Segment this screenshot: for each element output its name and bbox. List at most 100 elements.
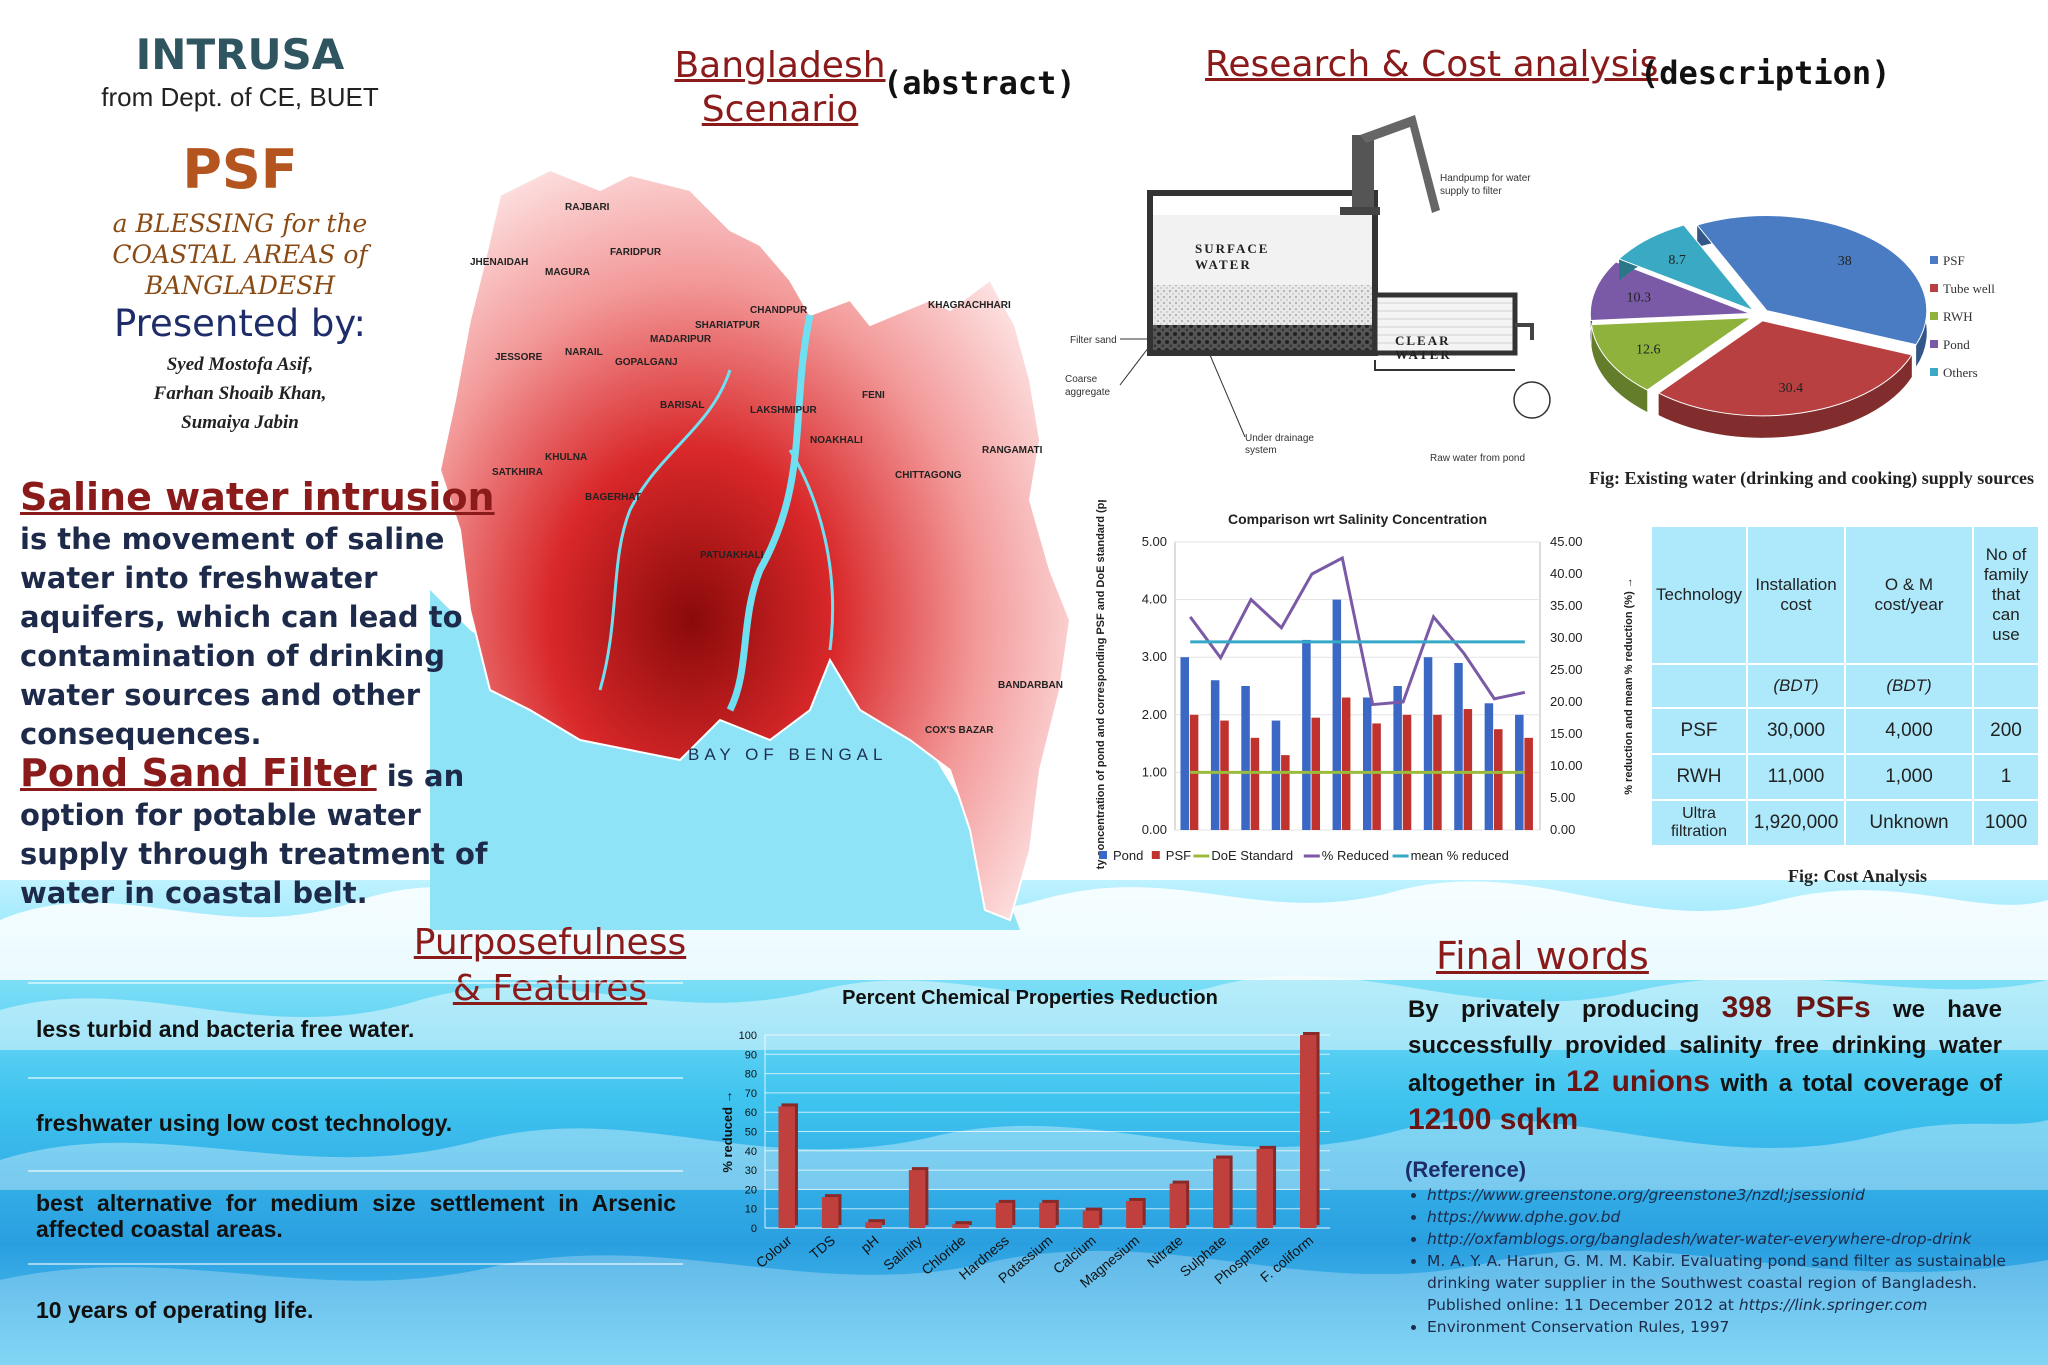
unit-cell: (BDT) <box>1844 663 1975 709</box>
presenter-list: Syed Mostofa Asif, Farhan Shoaib Khan, S… <box>0 350 480 437</box>
bar-psf <box>1341 697 1351 830</box>
district-label: CHANDPUR <box>750 305 808 316</box>
feature-item: freshwater using low cost technology. <box>36 1110 453 1136</box>
reference-link[interactable]: https://www.dphe.gov.bd <box>1427 1208 1621 1226</box>
clear-water-label-2: WATER <box>1395 347 1452 362</box>
legend-label: PSF <box>1166 848 1191 863</box>
org-name: INTRUSA <box>135 30 345 79</box>
legend-swatch <box>1930 256 1938 264</box>
bay-of-bengal-area <box>430 590 1020 930</box>
y2-tick-label: 35.00 <box>1550 598 1583 613</box>
underdrain-label-1: Under drainage <box>1245 433 1314 444</box>
district-label: FARIDPUR <box>610 247 662 258</box>
table-cell: 1,920,000 <box>1746 799 1847 847</box>
divider <box>28 1170 683 1172</box>
table-header-row: Technology Installation cost O & M cost/… <box>1649 525 2041 665</box>
cost-analysis-table: Technology Installation cost O & M cost/… <box>1649 525 2041 847</box>
salinity-comparison-chart: Comparison wrt Salinity Concentration 0.0… <box>1095 500 1635 870</box>
y-tick-label: 0.00 <box>1142 822 1167 837</box>
table-row: PSF 30,000 4,000 200 <box>1649 707 2041 755</box>
term-saline-intrusion: Saline water intrusion <box>20 475 495 519</box>
bar-pond <box>1332 599 1342 830</box>
bar-psf <box>1524 737 1533 830</box>
table-cell: 4,000 <box>1844 707 1975 755</box>
tagline-line-2: COASTAL AREAS of <box>112 240 368 269</box>
reference-text: M. A. Y. A. Harun, G. M. M. Kabir. Evalu… <box>1427 1252 2006 1314</box>
reference-item[interactable]: http://oxfamblogs.org/bangladesh/water-w… <box>1427 1228 2037 1250</box>
bangladesh-land <box>438 168 1072 922</box>
district-label: PATUAKHALI <box>700 550 764 561</box>
presenter-2: Farhan Shoaib Khan, <box>153 383 327 404</box>
bar-nitrate <box>1169 1183 1187 1228</box>
presented-by: Presented by: <box>114 302 366 345</box>
table-cell: RWH <box>1649 753 1749 801</box>
surface-water-label-1: SURFACE <box>1195 241 1269 256</box>
bar-psf <box>1463 709 1473 830</box>
y-tick-label: 5.00 <box>1142 534 1167 549</box>
research-heading: Research & Cost analysis <box>1205 44 1659 85</box>
y2-tick-label: 40.00 <box>1550 566 1583 581</box>
col-header: Installation cost <box>1746 525 1847 665</box>
bar-psf <box>1494 729 1503 830</box>
y-tick-label: 1.00 <box>1142 764 1167 779</box>
district-label: NOAKHALI <box>810 435 863 446</box>
reference-item[interactable]: https://www.dphe.gov.bd <box>1427 1206 2037 1228</box>
y-tick-label: 100 <box>739 1030 757 1042</box>
reference-item: M. A. Y. A. Harun, G. M. M. Kabir. Evalu… <box>1427 1250 2037 1316</box>
reference-link[interactable]: https://www.greenstone.org/greenstone3/n… <box>1427 1186 1865 1204</box>
y2-tick-label: 15.00 <box>1550 726 1583 741</box>
district-label: NARAIL <box>565 347 603 358</box>
handpump-label-2: supply to filter <box>1440 186 1502 197</box>
reference-link[interactable]: https://link.springer.com <box>1738 1296 1928 1314</box>
feature-item: 10 years of operating life. <box>36 1297 314 1323</box>
district-label: JESSORE <box>495 352 543 363</box>
legend-label: % Reduced <box>1322 848 1389 863</box>
final-text-part: with a total coverage of <box>1709 1070 2002 1097</box>
district-label: KHULNA <box>545 452 587 463</box>
pie-slice-others <box>1618 224 1755 312</box>
legend-label: Pond <box>1113 848 1143 863</box>
legend-label: RWH <box>1943 309 1973 324</box>
bar-pond <box>1241 686 1250 830</box>
river-padma <box>726 314 814 712</box>
bar-colour <box>778 1106 795 1228</box>
final-words-heading: Final words <box>1436 934 1649 978</box>
divider <box>28 982 683 984</box>
y-tick-label: 40 <box>745 1146 757 1158</box>
district-label: SHARIATPUR <box>695 320 761 331</box>
y-tick-label: 90 <box>745 1049 757 1061</box>
y-tick-label: 3.00 <box>1142 649 1167 664</box>
bar-salinity <box>908 1170 926 1228</box>
bar-f-coliform <box>1300 1035 1317 1228</box>
bar-phosphate <box>1256 1148 1274 1228</box>
district-label: CHITTAGONG <box>895 470 962 481</box>
chart-title: Percent Chemical Properties Reduction <box>842 987 1218 1009</box>
x-tick-label: Colour <box>753 1232 795 1271</box>
reference-link[interactable]: http://oxfamblogs.org/bangladesh/water-w… <box>1427 1230 1972 1248</box>
unit-cell: (BDT) <box>1746 663 1847 709</box>
tagline: a BLESSING for the COASTAL AREAS of BANG… <box>70 208 410 301</box>
reference-item[interactable]: https://www.greenstone.org/greenstone3/n… <box>1427 1184 2037 1206</box>
bar-psf <box>1372 723 1381 830</box>
pie-data-label: 38 <box>1838 254 1852 269</box>
bar-chloride <box>952 1224 969 1228</box>
table-cell: PSF <box>1649 707 1749 755</box>
bar-pond <box>1302 639 1311 830</box>
district-label: RANGAMATI <box>982 445 1043 456</box>
bar-psf <box>1281 755 1290 830</box>
chemical-reduction-chart: Percent Chemical Properties Reduction 0 10… <box>720 987 1330 1291</box>
pie-data-label: 30.4 <box>1779 381 1804 396</box>
underdrain-label-2: system <box>1245 445 1277 456</box>
final-words-text: By privately producing 398 PSFs we have … <box>1408 990 2002 1140</box>
table-cell: 11,000 <box>1746 753 1847 801</box>
tagline-line-1: a BLESSING for the <box>112 209 368 238</box>
y-tick-label: 60 <box>745 1107 757 1119</box>
pie-slice-tube-well <box>1657 320 1913 417</box>
legend-swatch <box>1930 284 1938 292</box>
legend-swatch <box>1930 368 1938 376</box>
y-tick-label: 0 <box>751 1223 757 1235</box>
district-label: COX'S BAZAR <box>925 725 994 736</box>
bar-psf <box>1250 737 1260 830</box>
bar-potassium <box>1039 1202 1056 1228</box>
reference-text: Environment Conservation Rules, 1997 <box>1427 1318 1730 1336</box>
